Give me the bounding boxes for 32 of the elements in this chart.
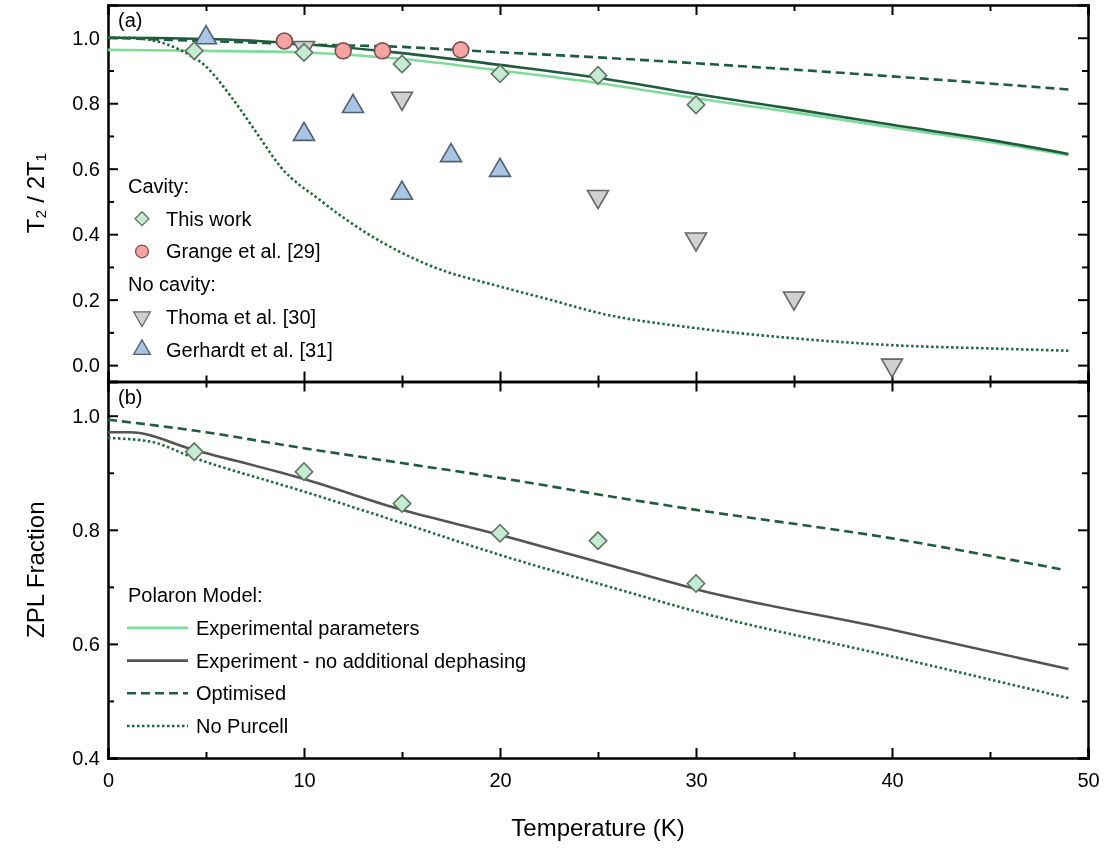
y-tick-label: 0.0 (72, 354, 100, 377)
y-tick-label: 0.8 (72, 518, 100, 541)
y-axis-title: T₂ / 2T₁ (22, 153, 49, 234)
annotation: (b) (118, 385, 143, 408)
x-axis-title: Temperature (K) (511, 814, 685, 841)
legend-label: Optimised (196, 682, 287, 705)
annotation: (a) (118, 9, 143, 31)
x-tick-label: 50 (1077, 769, 1100, 791)
legend-label: No Purcell (196, 715, 289, 737)
legend-label: Thoma et al. [30] (166, 305, 317, 328)
y-tick-label: 0.6 (72, 632, 100, 655)
y-tick-label: 0.4 (72, 223, 100, 246)
legend-title: Polaron Model: (128, 584, 263, 607)
legend-label: Gerhardt et al. [31] (166, 338, 333, 361)
y-axis-title: ZPL Fraction (22, 501, 49, 638)
y-tick-label: 0.8 (72, 92, 100, 115)
annotation: No cavity: (128, 273, 216, 296)
legend-label: Experimental parameters (196, 616, 420, 639)
x-tick-label: 30 (685, 769, 708, 791)
x-tick-label: 10 (293, 769, 316, 791)
legend-title: Cavity: (128, 175, 190, 197)
x-tick-label: 0 (102, 769, 115, 791)
legend-label: This work (166, 207, 253, 230)
x-tick-label: 20 (489, 769, 512, 791)
y-tick-label: 1.0 (72, 404, 100, 427)
y-tick-label: 0.6 (72, 157, 100, 180)
y-tick-label: 0.2 (72, 288, 100, 311)
legend-label: Grange et al. [29] (166, 240, 321, 263)
y-tick-label: 1.0 (72, 26, 100, 49)
y-tick-label: 0.4 (72, 746, 100, 769)
legend-label: Experiment - no additional dephasing (196, 649, 527, 672)
x-tick-label: 40 (881, 769, 904, 791)
